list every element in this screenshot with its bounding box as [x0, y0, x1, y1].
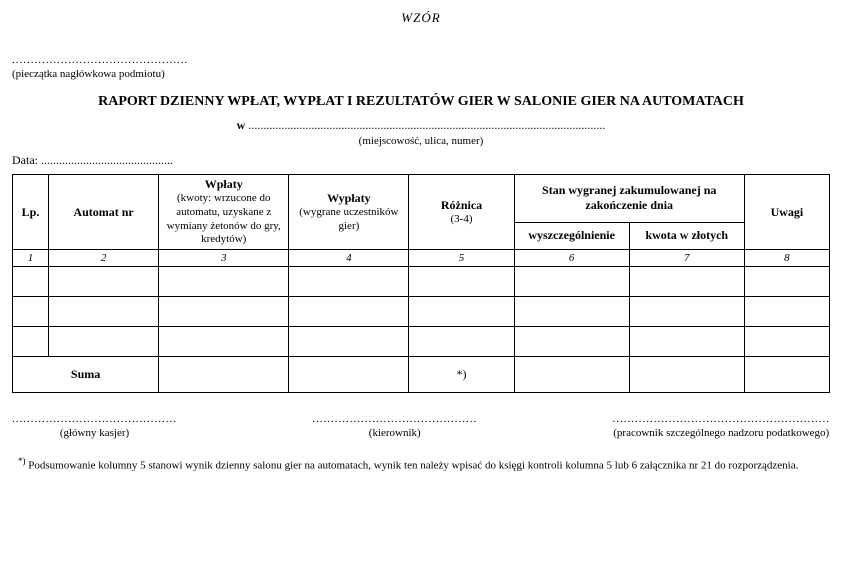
suma-label: Suma — [13, 357, 159, 393]
table-row — [13, 267, 830, 297]
col-lp: Lp. — [13, 175, 49, 250]
col-wyplaty-sub: (wygrane uczestników gier) — [293, 206, 404, 234]
suma-asterisk: *) — [409, 357, 514, 393]
signature-kasjer: ........................................… — [12, 413, 177, 439]
col-roznica-sub: (3-4) — [413, 213, 509, 227]
signatures-row: ........................................… — [12, 413, 830, 439]
col-stan-group: Stan wygranej zakumulowanej na zakończen… — [514, 175, 744, 223]
col-wyplaty-label: Wypłaty — [327, 191, 371, 205]
col-automat: Automat nr — [49, 175, 159, 250]
signature-kierownik: ........................................… — [312, 413, 477, 439]
report-table: Lp. Automat nr Wpłaty (kwoty: wrzucone d… — [12, 174, 830, 393]
colnum-1: 1 — [13, 250, 49, 267]
col-roznica-label: Różnica — [441, 198, 482, 212]
colnum-8: 8 — [744, 250, 829, 267]
col-wplaty-sub: (kwoty: wrzucone do automatu, uzyskane z… — [163, 192, 284, 247]
place-line: w ......................................… — [12, 118, 830, 133]
place-dots: ........................................… — [245, 118, 605, 132]
table-row — [13, 327, 830, 357]
sig-dots: ........................................… — [613, 413, 831, 425]
col-uwagi: Uwagi — [744, 175, 829, 250]
colnum-3: 3 — [159, 250, 289, 267]
stamp-dots: ........................................… — [12, 54, 830, 66]
place-caption: (miejscowość, ulica, numer) — [12, 135, 830, 147]
date-line: Data: ..................................… — [12, 153, 830, 168]
sig-dots: ........................................… — [312, 413, 477, 425]
col-wyszczegolnienie: wyszczególnienie — [514, 222, 629, 249]
col-wyplaty: Wypłaty (wygrane uczestników gier) — [289, 175, 409, 250]
report-title: RAPORT DZIENNY WPŁAT, WYPŁAT I REZULTATÓ… — [12, 94, 830, 110]
col-wplaty: Wpłaty (kwoty: wrzucone do automatu, uzy… — [159, 175, 289, 250]
colnum-2: 2 — [49, 250, 159, 267]
sig-caption: (główny kasjer) — [12, 427, 177, 439]
date-dots: ........................................… — [41, 153, 173, 167]
column-number-row: 1 2 3 4 5 6 7 8 — [13, 250, 830, 267]
date-label: Data: — [12, 153, 41, 167]
col-roznica: Różnica (3-4) — [409, 175, 514, 250]
footnote: *) Podsumowanie kolumny 5 stanowi wynik … — [12, 455, 830, 474]
col-kwota: kwota w złotych — [629, 222, 744, 249]
stamp-caption: (pieczątka nagłówkowa podmiotu) — [12, 68, 830, 80]
colnum-6: 6 — [514, 250, 629, 267]
sig-caption: (pracownik szczególnego nadzoru podatkow… — [613, 427, 831, 439]
sig-dots: ........................................… — [12, 413, 177, 425]
footnote-text: Podsumowanie kolumny 5 stanowi wynik dzi… — [28, 460, 798, 472]
col-wplaty-label: Wpłaty — [205, 177, 243, 191]
signature-nadzor: ........................................… — [613, 413, 831, 439]
colnum-7: 7 — [629, 250, 744, 267]
table-row — [13, 297, 830, 327]
sig-caption: (kierownik) — [312, 427, 477, 439]
footnote-mark: *) — [18, 456, 26, 466]
colnum-5: 5 — [409, 250, 514, 267]
wzor-label: WZÓR — [12, 10, 830, 26]
suma-row: Suma *) — [13, 357, 830, 393]
colnum-4: 4 — [289, 250, 409, 267]
